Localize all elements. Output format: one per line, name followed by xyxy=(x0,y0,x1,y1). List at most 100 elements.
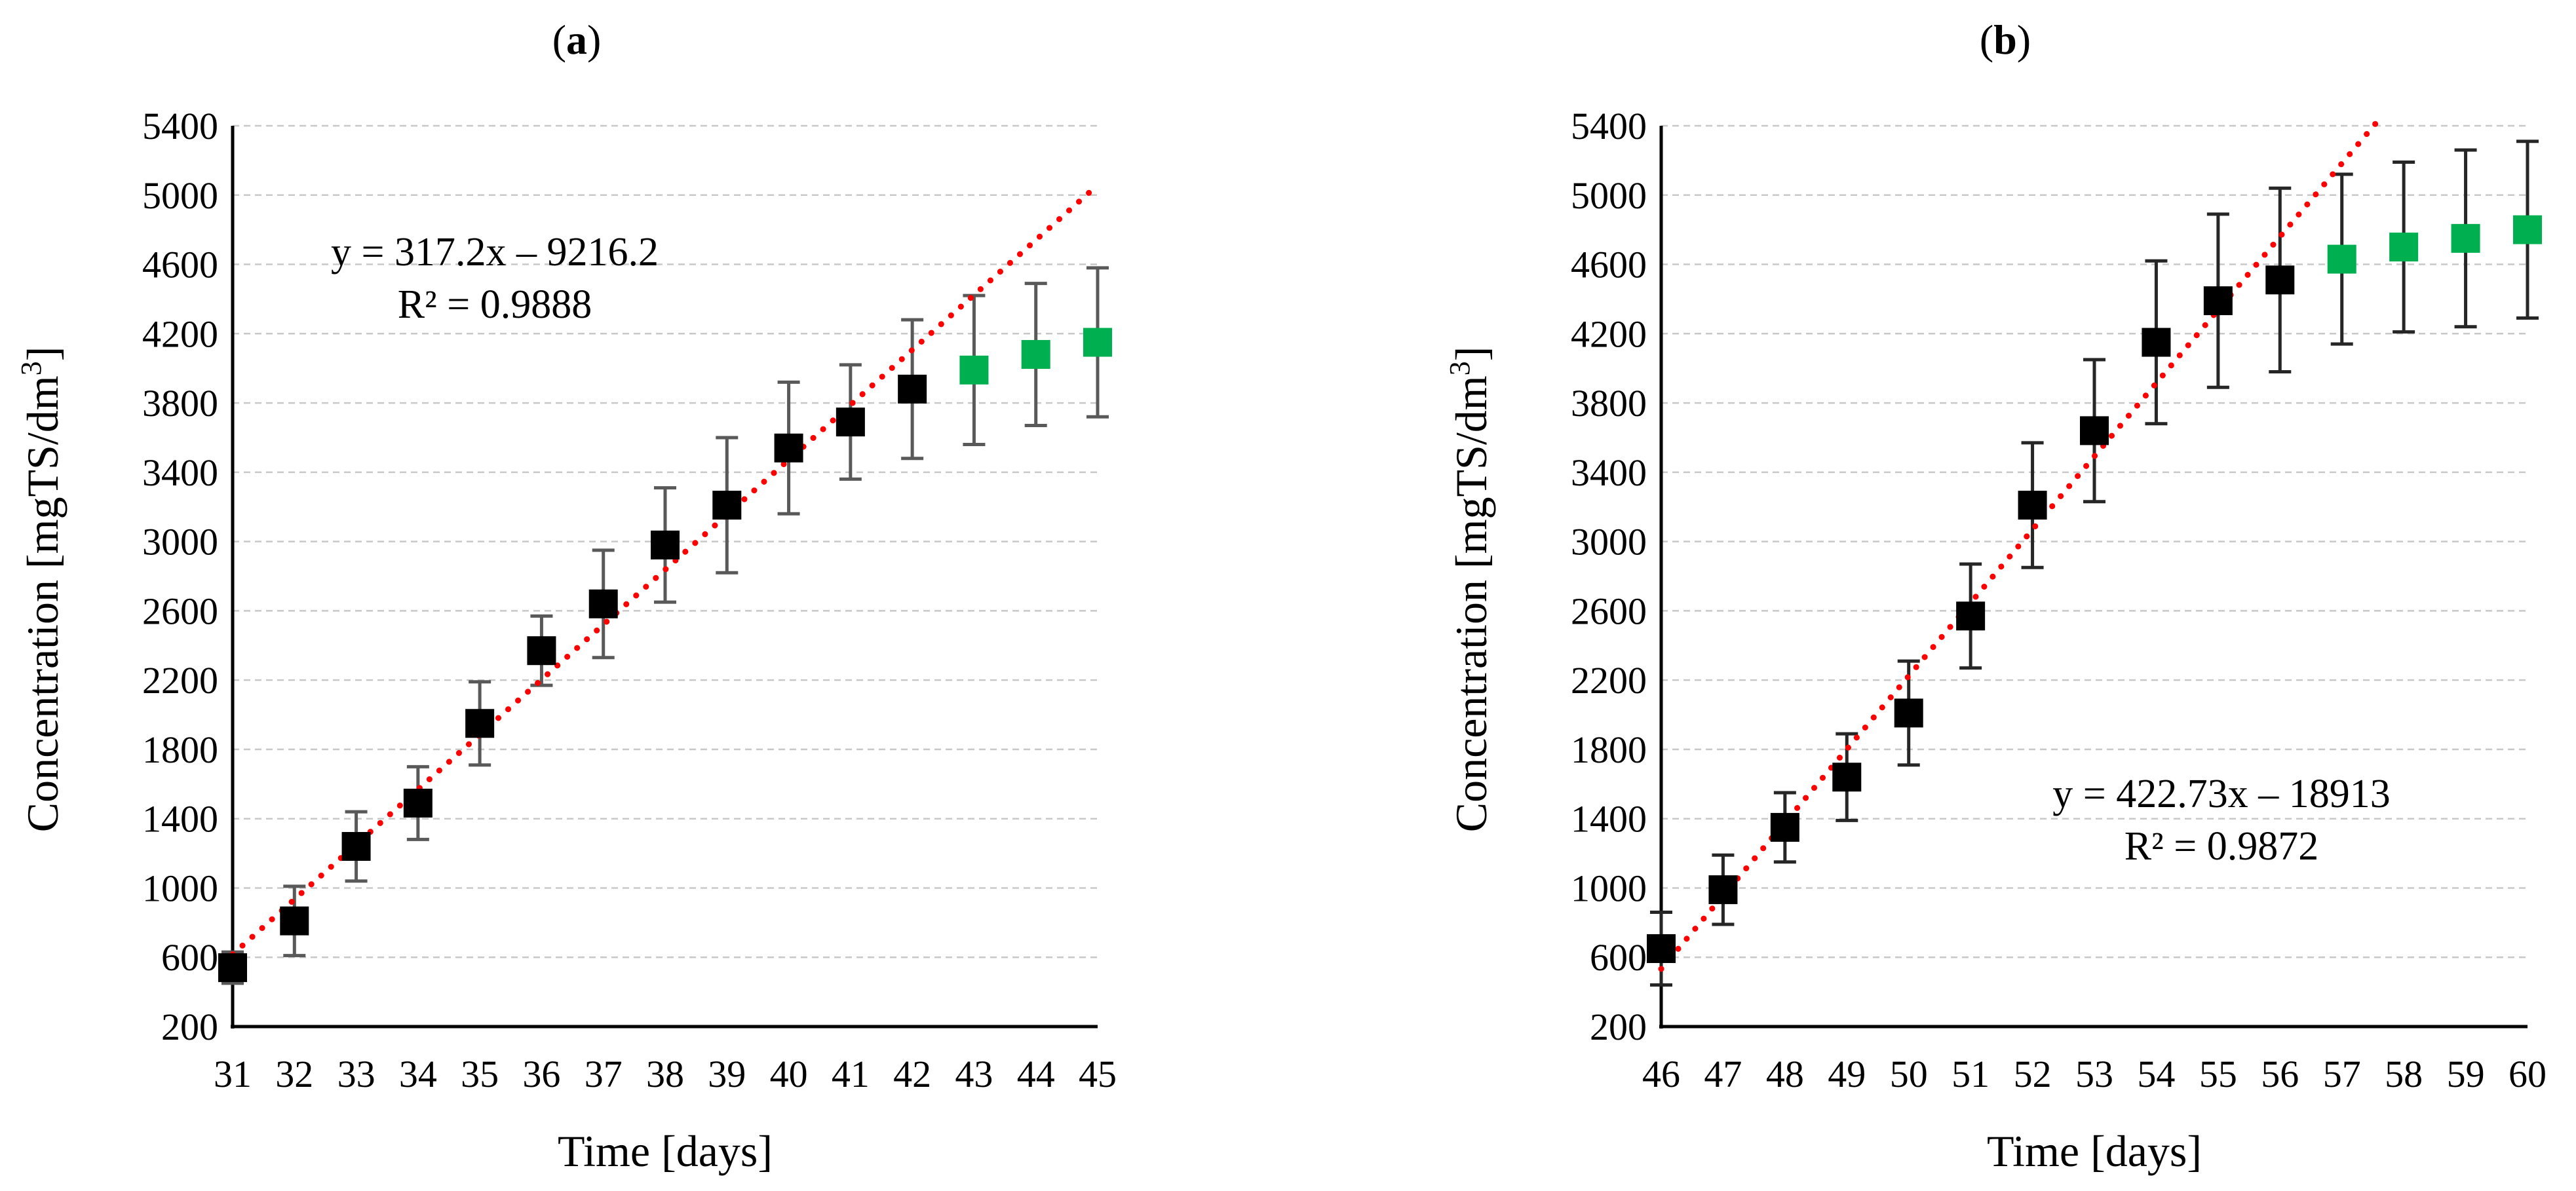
panel-a-x-tick-label: 44 xyxy=(1017,1053,1055,1095)
panel-a-x-tick-label: 35 xyxy=(461,1053,499,1095)
panel-a-markers xyxy=(218,328,1112,983)
panel-b-y-tick-label: 1400 xyxy=(1571,798,1647,841)
panel-b-y-tick-label: 200 xyxy=(1590,1006,1647,1048)
panel-a-y-tick-label: 2200 xyxy=(142,659,218,702)
panel-a-r-squared: R² = 0.9888 xyxy=(398,282,592,327)
panel-b-x-tick-label: 58 xyxy=(2385,1053,2423,1095)
panel-a-measured-point xyxy=(527,636,556,666)
panel-b-y-axis-title-main: Concentration [mgTS/dm xyxy=(1446,375,1496,832)
panel-b-x-tick-label: 53 xyxy=(2075,1053,2113,1095)
panel-b-measured-point xyxy=(2080,416,2109,445)
panel-b-measured-point xyxy=(1647,934,1676,964)
panel-b-y-tick-label: 2200 xyxy=(1571,659,1647,702)
panel-b-predicted-point xyxy=(2451,223,2480,253)
panel-b-y-axis-title-end: ] xyxy=(1446,347,1496,362)
panel-b-y-axis-title: Concentration [mgTS/dm3] xyxy=(1444,347,1496,833)
panel-a-measured-point xyxy=(465,709,495,738)
panel-b-x-tick-label: 60 xyxy=(2509,1053,2547,1095)
panel-a-trendline xyxy=(229,181,1101,958)
panel-a-x-tick-label: 36 xyxy=(522,1053,560,1095)
panel-a-x-axis-title: Time [days] xyxy=(558,1126,773,1176)
panel-b-x-tick-label: 46 xyxy=(1642,1053,1680,1095)
panel-a-measured-point xyxy=(898,374,927,404)
panel-b-x-tick-label: 55 xyxy=(2199,1053,2237,1095)
panel-a-x-tick-label: 45 xyxy=(1079,1053,1117,1095)
panel-a-label-letter: a xyxy=(566,16,587,63)
panel-a-measured-point xyxy=(836,407,865,437)
panel-a-x-axis-ticks: 31 32 33 34 35 36 37 38 39 40 41 42 43 44 45 xyxy=(214,1053,1117,1095)
panel-b-label-letter: b xyxy=(1993,16,2017,63)
panel-a-y-tick-label: 1800 xyxy=(142,728,218,771)
panel-b-measured-point xyxy=(2018,491,2047,520)
panel-b-label: (b) xyxy=(1980,16,2031,63)
panel-b-x-tick-label: 57 xyxy=(2323,1053,2361,1095)
panel-b-y-tick-label: 2600 xyxy=(1571,590,1647,632)
panel-a-x-tick-label: 38 xyxy=(646,1053,684,1095)
panel-b-markers xyxy=(1647,215,2542,964)
panel-a-y-tick-label: 2600 xyxy=(142,590,218,632)
panel-a-x-tick-label: 41 xyxy=(832,1053,870,1095)
panel-a-predicted-point xyxy=(959,355,989,385)
panel-a-measured-point xyxy=(403,788,433,818)
panel-b-x-tick-label: 51 xyxy=(1951,1053,1990,1095)
panel-b-predicted-point xyxy=(2327,244,2356,274)
panel-b-measured-point xyxy=(1832,763,1862,792)
panel-a-y-tick-label: 3000 xyxy=(142,521,218,563)
panel-a-y-tick-label: 200 xyxy=(161,1006,218,1048)
panel-a-measured-point xyxy=(218,953,247,983)
panel-b-predicted-point xyxy=(2389,233,2419,262)
panel-b-measured-point xyxy=(2142,328,2171,357)
panel-b-x-tick-label: 49 xyxy=(1828,1053,1866,1095)
panel-a-measured-point xyxy=(280,906,309,936)
panel-a-x-tick-label: 33 xyxy=(337,1053,375,1095)
panel-a-x-tick-label: 40 xyxy=(770,1053,808,1095)
panel-a-measured-point xyxy=(774,433,803,463)
panel-a-y-tick-label: 4600 xyxy=(142,244,218,286)
panel-a-predicted-point xyxy=(1083,328,1112,357)
panel-a-x-tick-label: 32 xyxy=(275,1053,313,1095)
panel-a-y-tick-label: 1400 xyxy=(142,798,218,841)
panel-a-x-tick-label: 31 xyxy=(214,1053,252,1095)
panel-a-y-tick-label: 3400 xyxy=(142,451,218,494)
panel-a: (a) 200 600 1000 1400 1800 2200 2600 3000 3400 380… xyxy=(15,16,1117,1176)
panel-a-measured-point xyxy=(341,832,371,861)
panel-b-x-tick-label: 59 xyxy=(2447,1053,2485,1095)
panel-b-y-tick-label: 5400 xyxy=(1571,105,1647,147)
panel-a-predicted-point xyxy=(1021,340,1050,369)
panel-a-x-tick-label: 42 xyxy=(893,1053,931,1095)
panel-a-label: (a) xyxy=(552,16,602,63)
panel-b-y-tick-label: 600 xyxy=(1590,936,1647,979)
panel-a-measured-point xyxy=(588,589,618,618)
panel-b-x-tick-label: 47 xyxy=(1704,1053,1742,1095)
panel-b-measured-point xyxy=(2265,265,2295,295)
panel-b-measured-point xyxy=(1956,601,1986,631)
panel-a-trend-equation: y = 317.2x – 9216.2 xyxy=(331,230,659,274)
panel-b-y-tick-label: 3000 xyxy=(1571,521,1647,563)
panel-b-x-tick-label: 54 xyxy=(2137,1053,2175,1095)
panel-a-y-tick-label: 600 xyxy=(161,936,218,979)
panel-b-measured-point xyxy=(1708,875,1738,905)
panel-b-y-tick-label: 5000 xyxy=(1571,174,1647,217)
panel-a-y-tick-label: 5000 xyxy=(142,174,218,217)
panel-a-x-tick-label: 39 xyxy=(708,1053,746,1095)
panel-a-y-tick-label: 5400 xyxy=(142,105,218,147)
panel-b-y-tick-label: 3800 xyxy=(1571,382,1647,425)
panel-b-x-axis-title: Time [days] xyxy=(1987,1126,2202,1176)
panel-b-r-squared: R² = 0.9872 xyxy=(2124,824,2318,869)
panel-a-y-axis-title-end: ] xyxy=(18,347,67,362)
panel-b: (b) 200 600 1000 1400 1800 2200 2600 3000 3400 380… xyxy=(1444,16,2547,1176)
panel-a-y-tick-label: 3800 xyxy=(142,382,218,425)
panel-b-y-axis-ticks: 200 600 1000 1400 1800 2200 2600 3000 3400 3800 42… xyxy=(1571,105,2528,1048)
panel-b-y-tick-label: 4200 xyxy=(1571,312,1647,355)
panel-a-y-axis-title-sup: 3 xyxy=(15,361,47,375)
panel-b-predicted-point xyxy=(2513,215,2542,244)
panel-b-x-tick-label: 52 xyxy=(2014,1053,2052,1095)
panel-b-measured-point xyxy=(1894,698,1923,728)
panel-a-x-tick-label: 34 xyxy=(399,1053,437,1095)
panel-b-x-tick-label: 56 xyxy=(2261,1053,2299,1095)
panel-a-y-tick-label: 1000 xyxy=(142,867,218,909)
panel-a-measured-point xyxy=(651,530,680,559)
panel-a-y-axis-ticks: 200 600 1000 1400 1800 2200 2600 3000 3400 3800 42… xyxy=(142,105,1098,1048)
